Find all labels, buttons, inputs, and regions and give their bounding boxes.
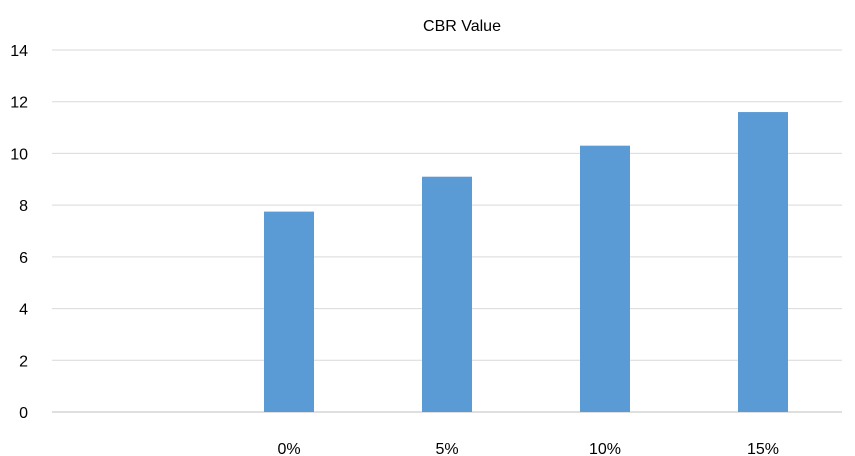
- bars: [264, 112, 788, 413]
- x-tick-label: 15%: [747, 441, 779, 456]
- y-tick-label: 2: [19, 353, 28, 370]
- y-tick-label: 0: [19, 405, 28, 422]
- bar: [580, 145, 630, 412]
- bar: [264, 211, 314, 412]
- x-tick-label: 0%: [277, 441, 300, 456]
- chart-title: CBR Value: [423, 18, 501, 35]
- x-tick-label: 10%: [589, 441, 621, 456]
- bar: [422, 176, 472, 412]
- y-tick-label: 4: [19, 302, 28, 319]
- y-axis-ticks: 0 2 4 6 8 10 12 14: [10, 43, 28, 422]
- bar: [738, 112, 788, 413]
- y-tick-label: 12: [10, 95, 28, 112]
- y-tick-label: 14: [10, 43, 28, 60]
- x-axis-ticks: 0% 5% 10% 15%: [277, 441, 779, 456]
- y-tick-label: 10: [10, 146, 28, 163]
- y-tick-label: 8: [19, 198, 28, 215]
- y-tick-label: 6: [19, 250, 28, 267]
- x-tick-label: 5%: [435, 441, 458, 456]
